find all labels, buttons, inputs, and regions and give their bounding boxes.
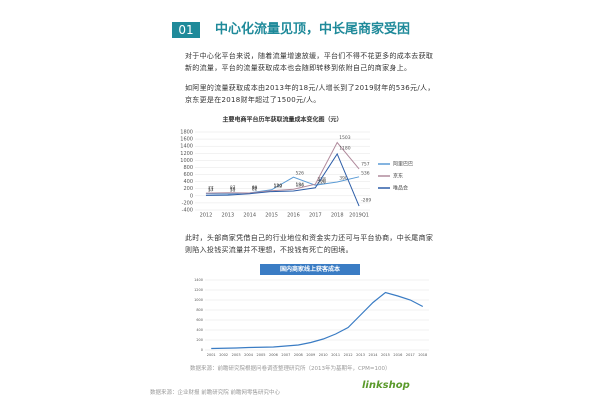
x-tick-label: 2011 <box>331 353 340 357</box>
data-label: 120 <box>274 183 283 189</box>
x-tick-label: 2002 <box>219 353 228 357</box>
y-tick-label: 600 <box>183 172 193 178</box>
data-label: 184 <box>295 182 304 188</box>
section-title: 中心化流量见顶，中长尾商家受困 <box>215 22 411 37</box>
data-label: 526 <box>295 171 304 177</box>
y-tick-label: 200 <box>196 338 203 342</box>
x-tick-label: 2003 <box>232 353 241 357</box>
x-tick-label: 2009 <box>306 353 315 357</box>
data-label: 1503 <box>339 135 351 141</box>
section-number: 01 <box>172 22 200 38</box>
x-tick-label: 2010 <box>319 353 328 357</box>
data-label: 51 <box>230 188 236 194</box>
y-tick-label: 1200 <box>194 288 203 292</box>
x-tick-label: 2004 <box>244 353 254 357</box>
data-label: 142 <box>274 183 283 189</box>
x-tick-label: 2006 <box>269 353 278 357</box>
paragraph: 此时，头部商家凭借自己的行业地位和资金实力还可与平台协商，中长尾商家则陷入投钱买… <box>185 234 434 254</box>
y-tick-label: 1000 <box>180 158 193 164</box>
y-tick-label: 1200 <box>180 151 193 157</box>
y-tick-label: 400 <box>196 328 203 332</box>
legend-label: 唯品会 <box>393 185 408 192</box>
y-tick-label: 800 <box>183 165 193 171</box>
x-tick-label: 2005 <box>257 353 266 357</box>
data-label: 226 <box>317 179 326 185</box>
title-bar <box>260 264 360 275</box>
paragraph: 对于中心化平台来说，随着流量增速放缓，平台们不得不花更多的成本去获取新的流量，平… <box>185 52 434 72</box>
y-tick-label: 1600 <box>180 137 193 143</box>
x-tick-label: 2018 <box>418 353 427 357</box>
line <box>205 152 360 207</box>
x-tick-label: 2007 <box>281 353 290 357</box>
data-label: 390 <box>339 175 348 181</box>
logo: linkshop <box>362 380 410 391</box>
paragraph: 如阿里的流量获取成本由2013年的18元/人增长到了2019财年的536元/人，… <box>185 84 435 104</box>
x-tick-label: 2015 <box>265 213 278 219</box>
x-tick-label: 2013 <box>221 213 234 219</box>
x-tick-label: 2008 <box>294 353 303 357</box>
x-tick-label: 2001 <box>207 353 216 357</box>
y-tick-label: 200 <box>183 186 193 192</box>
data-label: 300 <box>317 179 326 185</box>
x-tick-label: 2014 <box>243 213 256 219</box>
x-tick-label: 2016 <box>287 213 300 219</box>
y-tick-label: -400 <box>182 208 193 214</box>
x-tick-label: 2017 <box>406 353 415 357</box>
data-label: 60 <box>252 185 258 191</box>
data-label: 136 <box>295 182 304 188</box>
data-label: 87 <box>230 185 236 191</box>
y-tick-label: 0 <box>190 193 193 199</box>
data-label: -289 <box>361 198 371 204</box>
y-tick-label: 1400 <box>194 278 203 282</box>
footer-text: 数据来源：企业财报 前瞻研究院 前瞻网零售研究中心 <box>150 390 280 396</box>
data-label: 328 <box>317 177 326 183</box>
source-note: 数据来源：前瞻研究院根据问卷调查整理研究所（2013年为基期年，CPM=100） <box>190 366 391 372</box>
x-tick-label: 2012 <box>200 213 213 219</box>
data-label: 170 <box>274 183 283 189</box>
chart-title: 主要电商平台历年获取流量成本变化图（元） <box>222 116 342 124</box>
x-tick-label: 2012 <box>344 353 353 357</box>
x-tick-label: 2013 <box>356 353 365 357</box>
y-tick-label: 0 <box>201 348 203 352</box>
y-tick-label: 1000 <box>194 298 203 302</box>
line <box>211 291 424 350</box>
y-tick-label: 800 <box>196 308 203 312</box>
data-label: 11 <box>208 187 214 193</box>
y-tick-label: -200 <box>182 200 193 206</box>
x-tick-label: 2016 <box>393 353 402 357</box>
x-tick-label: 2018 <box>331 213 344 219</box>
data-label: 757 <box>361 161 370 167</box>
data-label: 536 <box>361 170 370 176</box>
line <box>205 141 360 194</box>
chart-title: 国内商家线上获客成本 <box>280 265 341 273</box>
data-label: 77 <box>208 186 214 192</box>
legend-label: 京东 <box>393 173 403 180</box>
data-label: 18 <box>230 187 236 193</box>
x-tick-label: 2015 <box>381 353 390 357</box>
x-tick-label: 2017 <box>309 213 322 219</box>
legend-label: 阿里巴巴 <box>393 161 413 168</box>
data-label: 82 <box>252 186 258 192</box>
data-label: 78 <box>252 186 258 192</box>
data-label: 1180 <box>339 145 351 151</box>
line <box>205 176 360 195</box>
y-tick-label: 1800 <box>180 130 193 136</box>
y-tick-label: 600 <box>196 318 203 322</box>
data-label: 57 <box>208 187 214 193</box>
y-tick-label: 1400 <box>180 144 193 150</box>
y-tick-label: 400 <box>183 179 193 185</box>
chart: 主要电商平台历年获取流量成本变化图（元） -400 -200020040060080… <box>180 116 413 219</box>
x-tick-label: 2014 <box>369 353 379 357</box>
x-tick-label: 2019Q1 <box>349 213 369 219</box>
